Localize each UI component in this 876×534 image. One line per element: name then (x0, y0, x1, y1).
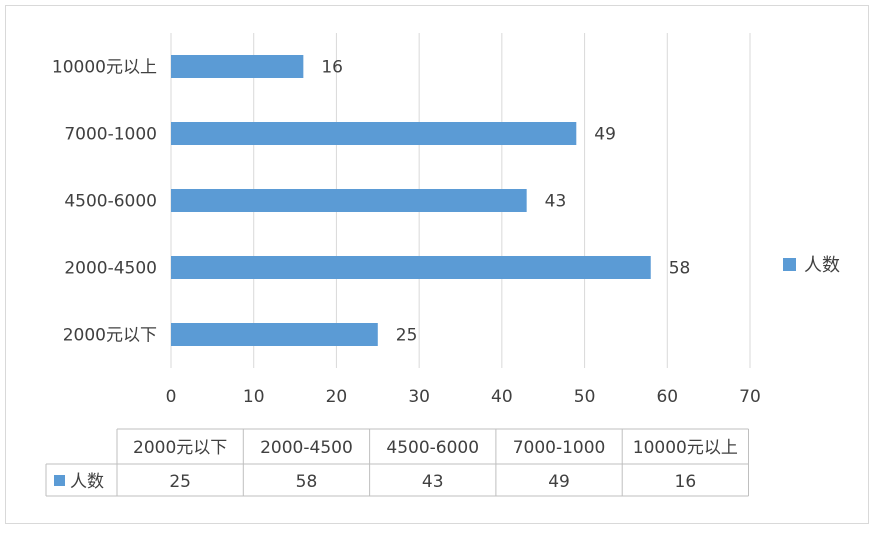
table-legend-swatch (54, 475, 65, 486)
category-label: 2000元以下 (63, 326, 157, 346)
table-header-cell: 10000元以上 (633, 438, 738, 458)
table-series-label: 人数 (70, 472, 104, 492)
x-tick-label: 40 (491, 387, 513, 407)
legend-swatch (783, 258, 796, 271)
x-tick-label: 70 (739, 387, 761, 407)
category-label: 4500-6000 (64, 192, 157, 212)
table-value-cell: 16 (675, 472, 697, 492)
x-tick-label: 60 (656, 387, 678, 407)
table-header-cell: 2000-4500 (260, 438, 353, 458)
legend-label: 人数 (804, 255, 840, 276)
x-tick-label: 30 (408, 387, 430, 407)
data-label: 58 (669, 259, 691, 279)
table-value-cell: 49 (548, 472, 570, 492)
data-label: 43 (545, 192, 567, 212)
table-value-cell: 58 (296, 472, 318, 492)
table-value-cell: 25 (169, 472, 191, 492)
table-header-cell: 4500-6000 (386, 438, 479, 458)
x-tick-label: 10 (243, 387, 265, 407)
table-header-cell: 7000-1000 (513, 438, 606, 458)
bar (171, 189, 527, 212)
data-label: 16 (321, 58, 343, 78)
data-label: 49 (594, 125, 616, 145)
table-value-cell: 43 (422, 472, 444, 492)
x-tick-label: 0 (166, 387, 177, 407)
category-label: 2000-4500 (64, 259, 157, 279)
x-tick-label: 20 (326, 387, 348, 407)
data-label: 25 (396, 326, 418, 346)
category-label: 7000-1000 (64, 125, 157, 145)
bar (171, 323, 378, 346)
category-label: 10000元以上 (52, 58, 157, 78)
bar (171, 55, 304, 78)
table-header-cell: 2000元以下 (133, 438, 227, 458)
x-tick-label: 50 (574, 387, 596, 407)
bar (171, 256, 651, 279)
bar (171, 122, 577, 145)
